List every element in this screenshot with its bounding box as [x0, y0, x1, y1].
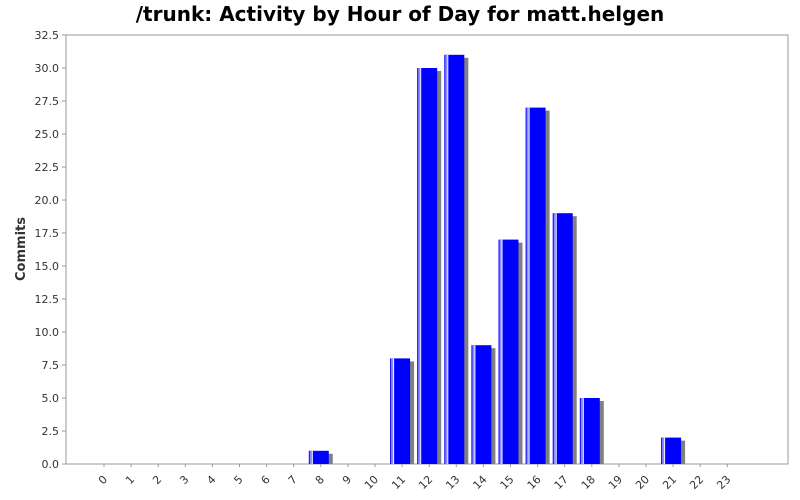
x-tick-label: 14: [470, 473, 489, 492]
bar-gap: [393, 358, 395, 464]
bar-highlight: [499, 239, 502, 464]
bar-gap: [447, 54, 449, 465]
y-tick-label: 10.0: [35, 326, 60, 339]
y-tick-label: 22.5: [35, 161, 60, 174]
bar-highlight: [418, 68, 421, 464]
y-tick-label: 27.5: [35, 95, 60, 108]
bar-highlight: [391, 358, 394, 464]
x-tick-label: 11: [389, 473, 408, 492]
bar-highlight: [309, 450, 312, 464]
y-tick-label: 25.0: [35, 128, 60, 141]
bar-gap: [474, 345, 476, 464]
x-tick-label: 1: [123, 473, 137, 487]
x-tick-label: 18: [579, 473, 598, 492]
x-tick-label: 3: [177, 473, 191, 487]
y-tick-label: 7.5: [42, 359, 60, 372]
y-tick-label: 20.0: [35, 194, 60, 207]
x-tick-label: 2: [150, 473, 164, 487]
bar-15: [498, 239, 519, 464]
bars-group: [308, 54, 686, 465]
bar-gap: [420, 68, 422, 464]
chart-title: /trunk: Activity by Hour of Day for matt…: [135, 2, 665, 26]
bar-13: [444, 54, 465, 465]
x-tick-label: 5: [231, 473, 245, 487]
y-axis-title: Commits: [14, 217, 29, 281]
x-tick-label: 4: [204, 473, 218, 487]
x-tick-label: 8: [313, 473, 327, 487]
bar-17: [552, 213, 573, 464]
bar-18: [579, 398, 600, 464]
x-tick-label: 17: [552, 473, 571, 492]
bar-21: [661, 437, 682, 464]
x-tick-label: 10: [362, 473, 381, 492]
x-tick-label: 6: [259, 473, 273, 487]
y-axis: 0.0 2.5 5.0 7.5 10.0 12.5 15.0 17.5 20.0 22.5 25.0…: [35, 29, 66, 471]
bar-gap: [664, 437, 666, 464]
x-tick-label: 15: [498, 473, 517, 492]
y-tick-label: 5.0: [42, 392, 60, 405]
bar-gap: [582, 398, 584, 464]
x-tick-label: 9: [340, 473, 354, 487]
y-tick-label: 12.5: [35, 293, 60, 306]
bar-gap: [501, 239, 503, 464]
bar-highlight: [445, 54, 448, 465]
bar-highlight: [472, 345, 475, 464]
x-axis: 0 1 2 3 4 5 6 7 8 9 10 11 12 13 14 15 16 17 18 19 20 21 22 23: [96, 464, 733, 492]
x-tick-label: 20: [633, 473, 652, 492]
x-tick-label: 21: [660, 473, 679, 492]
y-tick-label: 17.5: [35, 227, 60, 240]
bar-8: [308, 450, 329, 464]
bar-11: [390, 358, 411, 464]
x-tick-label: 12: [416, 473, 435, 492]
x-tick-label: 23: [714, 473, 733, 492]
y-tick-label: 30.0: [35, 62, 60, 75]
bar-highlight: [580, 398, 583, 464]
y-tick-label: 2.5: [42, 425, 60, 438]
x-tick-label: 22: [687, 473, 706, 492]
bar-12: [417, 68, 438, 464]
x-tick-label: 19: [606, 473, 625, 492]
bar-16: [525, 107, 546, 464]
bar-highlight: [662, 437, 665, 464]
bar-gap: [555, 213, 557, 464]
x-tick-label: 7: [286, 473, 300, 487]
bar-highlight: [553, 213, 556, 464]
y-tick-label: 32.5: [35, 29, 60, 42]
x-tick-label: 13: [443, 473, 462, 492]
x-tick-label: 16: [525, 473, 544, 492]
bar-14: [471, 345, 492, 464]
bar-highlight: [526, 107, 529, 464]
y-tick-label: 0.0: [42, 458, 60, 471]
x-tick-label: 0: [96, 473, 110, 487]
bar-gap: [311, 450, 313, 464]
bar-gap: [528, 107, 530, 464]
y-tick-label: 15.0: [35, 260, 60, 273]
